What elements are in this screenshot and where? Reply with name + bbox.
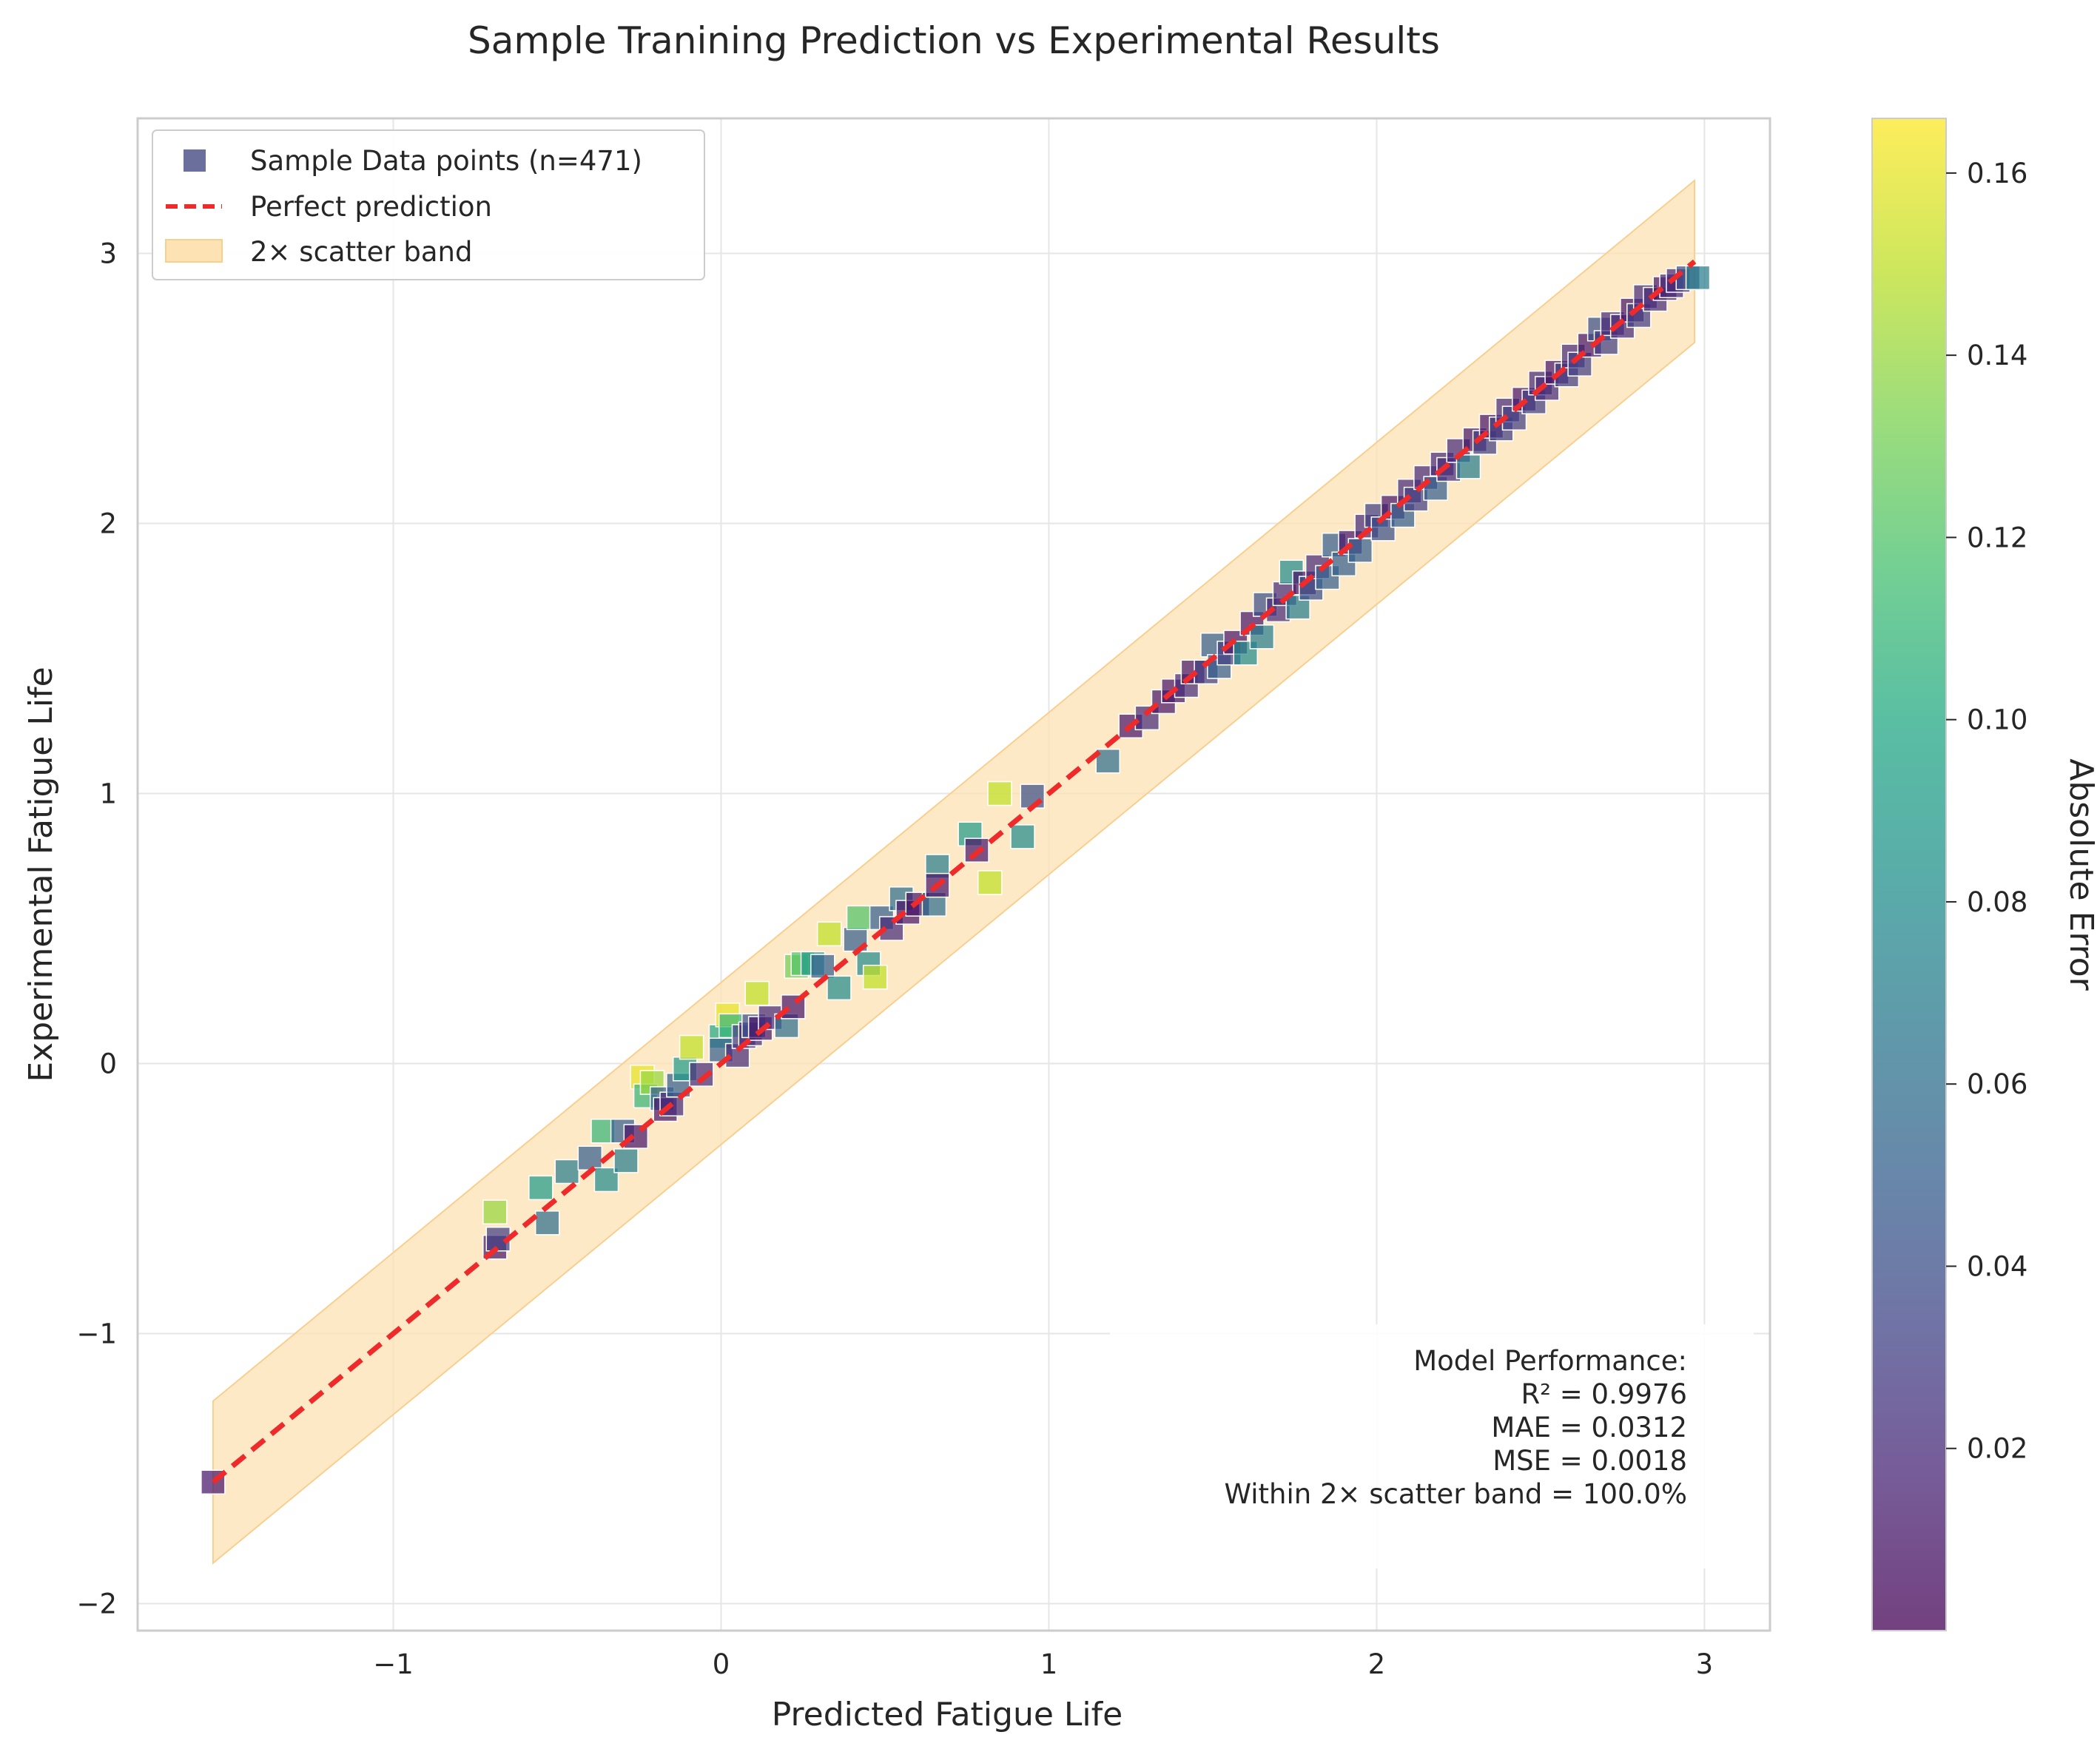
y-tick-label: 0	[99, 1048, 117, 1080]
x-tick-label: −1	[373, 1648, 414, 1680]
y-tick-label: 3	[99, 238, 117, 270]
data-point	[846, 905, 872, 931]
legend-band-icon	[165, 239, 223, 263]
stats-mse: MSE = 0.0018	[1492, 1445, 1687, 1477]
data-point	[810, 954, 835, 979]
data-points-layer	[201, 265, 1711, 1494]
stats-within-band: Within 2× scatter band = 100.0%	[1224, 1478, 1687, 1510]
legend-label-line: Perfect prediction	[250, 191, 492, 223]
colorbar-tick-label: 0.16	[1967, 158, 2027, 189]
colorbar-tick-label: 0.04	[1967, 1250, 2027, 1282]
data-point	[827, 975, 852, 1001]
x-tick-label: 1	[1040, 1648, 1058, 1680]
legend-marker-icon	[184, 149, 206, 172]
colorbar-tick-label: 0.06	[1967, 1068, 2027, 1100]
stats-heading: Model Performance:	[1413, 1345, 1687, 1377]
perfect-line-layer	[211, 259, 1697, 1484]
colorbar-tick-label: 0.12	[1967, 522, 2027, 553]
data-point	[816, 921, 842, 947]
stats-background	[1110, 1324, 1754, 1568]
legend-label-points: Sample Data points (n=471)	[250, 145, 642, 177]
colorbar-tick-label: 0.10	[1967, 704, 2027, 736]
data-point	[987, 781, 1012, 806]
data-point	[528, 1175, 553, 1201]
data-point	[577, 1145, 603, 1170]
colorbar-tick-label: 0.02	[1967, 1433, 2027, 1465]
colorbar: 0.02 0.04 0.06 0.08 0.10 0.12 0.14 0.16 Absolut…	[1871, 118, 2100, 1631]
x-axis-ticks: −1 0 1 2 3	[373, 1648, 1713, 1680]
data-point	[744, 980, 770, 1006]
y-tick-label: 2	[99, 508, 117, 540]
stats-mae: MAE = 0.0312	[1491, 1412, 1687, 1443]
perfect-prediction-line	[211, 259, 1697, 1484]
data-point	[977, 870, 1003, 895]
legend-label-band: 2× scatter band	[250, 236, 472, 268]
y-tick-label: 1	[99, 778, 117, 810]
data-point	[1685, 265, 1711, 291]
x-axis-label: Predicted Fatigue Life	[772, 1696, 1123, 1733]
data-point	[862, 964, 888, 990]
data-point	[613, 1148, 639, 1173]
y-axis-label: Experimental Fatigue Life	[22, 667, 60, 1082]
colorbar-tick-label: 0.14	[1967, 340, 2027, 371]
colorbar-tick-label: 0.08	[1967, 886, 2027, 918]
data-point	[1455, 454, 1481, 479]
data-point	[679, 1034, 704, 1060]
colorbar-ticks: 0.02 0.04 0.06 0.08 0.10 0.12 0.14 0.16	[1946, 158, 2027, 1465]
data-point	[1010, 824, 1035, 849]
data-point	[534, 1210, 560, 1236]
colorbar-gradient	[1871, 118, 1947, 1631]
x-tick-label: 2	[1368, 1648, 1386, 1680]
stats-r2: R² = 0.9976	[1521, 1378, 1687, 1410]
stats-box: Model Performance: R² = 0.9976 MAE = 0.0…	[1110, 1324, 1754, 1568]
data-point	[1249, 624, 1275, 650]
colorbar-label: Absolute Error	[2062, 758, 2100, 991]
data-point	[482, 1199, 508, 1224]
data-point	[1347, 538, 1373, 563]
x-tick-label: 0	[713, 1648, 730, 1680]
chart-title: Sample Tranining Prediction vs Experimen…	[468, 19, 1440, 62]
plot-frame	[136, 117, 1771, 1632]
data-point	[554, 1159, 580, 1184]
y-tick-label: −2	[76, 1588, 117, 1620]
y-axis-ticks: −2 −1 0 1 2 3	[76, 238, 117, 1620]
legend-box	[152, 129, 705, 280]
x-tick-label: 3	[1696, 1648, 1714, 1680]
legend: Sample Data points (n=471) Perfect predi…	[152, 129, 705, 280]
y-tick-label: −1	[76, 1318, 117, 1350]
